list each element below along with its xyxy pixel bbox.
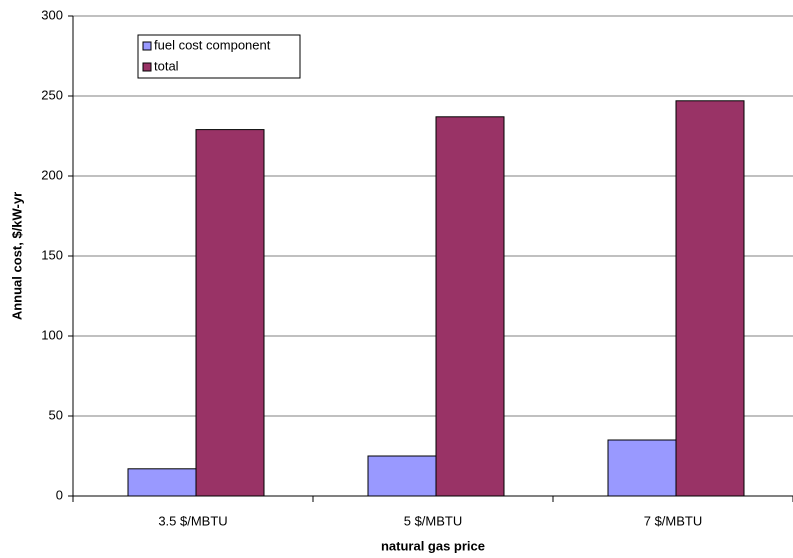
y-tick-label: 200 — [41, 167, 63, 182]
bar — [607, 439, 677, 497]
legend-swatch — [142, 62, 152, 72]
legend-label: fuel cost component — [154, 37, 271, 52]
y-tick-label: 300 — [41, 7, 63, 22]
legend — [137, 34, 301, 79]
x-tick-label: 5 $/MBTU — [404, 513, 463, 528]
y-tick-label: 0 — [56, 487, 63, 502]
legend-swatch — [142, 41, 152, 51]
bar — [127, 468, 197, 497]
y-tick-label: 250 — [41, 87, 63, 102]
bar — [675, 100, 745, 497]
y-tick-label: 150 — [41, 247, 63, 262]
legend-label: total — [154, 58, 179, 73]
y-axis-label: Annual cost, $/kW-yr — [9, 192, 24, 320]
bar — [195, 129, 265, 497]
x-tick-label: 7 $/MBTU — [644, 513, 703, 528]
x-axis-label: natural gas price — [381, 538, 485, 553]
x-tick-label: 3.5 $/MBTU — [158, 513, 227, 528]
y-tick-label: 50 — [49, 407, 63, 422]
bar — [435, 116, 505, 497]
y-tick-label: 100 — [41, 327, 63, 342]
bar — [367, 455, 437, 497]
